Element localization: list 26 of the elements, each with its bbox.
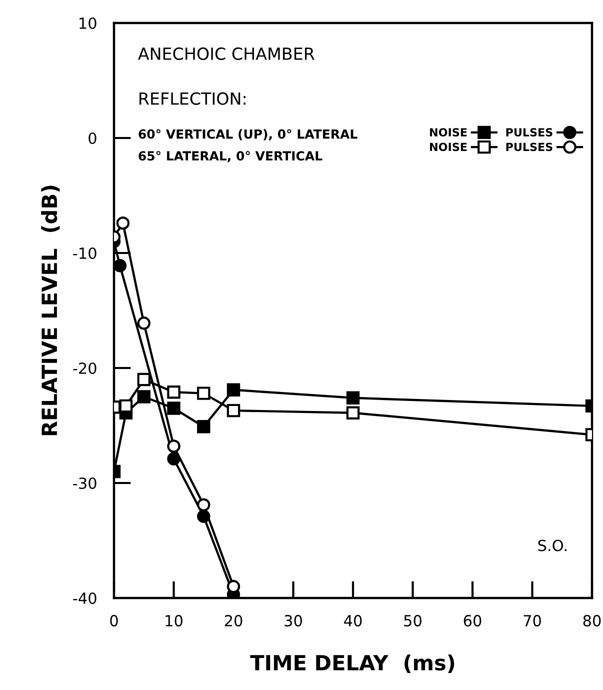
legend-label: NOISE: [430, 128, 467, 136]
y-tick-label: -30: [73, 477, 96, 490]
annotation: S.O.: [538, 540, 566, 552]
x-tick-label: 10: [166, 614, 182, 626]
y-tick-label: 0: [88, 132, 96, 144]
x-tick-label: 40: [344, 614, 362, 626]
y-tick-label: -10: [73, 247, 96, 260]
x-tick-label: 30: [284, 614, 302, 626]
annotation: ANECHOIC CHAMBER: [138, 47, 314, 60]
y-axis-title: RELATIVE LEVEL (dB): [41, 186, 60, 436]
x-tick-label: 50: [404, 614, 422, 626]
x-tick-label: 60: [464, 614, 482, 626]
y-tick-label: -20: [73, 362, 96, 374]
x-tick-label: 20: [224, 614, 242, 626]
legend-label: PULSES: [506, 128, 552, 136]
legend-label: NOISE: [430, 142, 467, 152]
annotation: REFLECTION:: [140, 92, 246, 105]
x-tick-label: 70: [524, 614, 541, 626]
x-tick-label: 80: [583, 614, 601, 626]
legend-label: PULSES: [506, 142, 552, 152]
annotation: 60° VERTICAL (UP), 0° LATERAL: [138, 129, 358, 140]
x-axis-title: TIME DELAY (ms): [250, 654, 454, 674]
annotation: 65° LATERAL, 0° VERTICAL: [138, 151, 322, 162]
y-tick-label: 10: [80, 17, 96, 30]
y-tick-label: -40: [73, 592, 96, 604]
x-tick-label: 0: [110, 614, 118, 626]
